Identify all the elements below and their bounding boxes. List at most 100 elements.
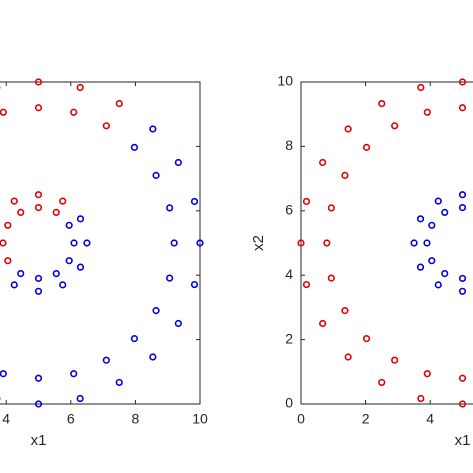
point [34, 104, 43, 112]
point [76, 215, 85, 223]
plot-box [0, 81, 201, 405]
point [344, 125, 352, 133]
point [70, 239, 78, 247]
point [65, 221, 73, 229]
point [458, 78, 467, 86]
point [0, 370, 7, 378]
plot-box [300, 81, 473, 405]
y-tick-label: 8 [285, 137, 293, 153]
point [34, 287, 43, 295]
point [10, 197, 18, 205]
x-tick-label: 0 [297, 411, 305, 427]
point [378, 99, 386, 108]
point [417, 394, 425, 403]
x-axis-label: x1 [455, 432, 471, 449]
point [458, 191, 467, 199]
point [362, 143, 371, 151]
x-tick-label: 4 [2, 411, 10, 427]
point [190, 197, 199, 206]
point [416, 215, 425, 223]
point [149, 125, 157, 133]
point [362, 335, 371, 343]
y-tick-label: 2 [285, 330, 293, 346]
x-tick-label: 6 [67, 411, 75, 427]
point [34, 78, 43, 86]
point [76, 263, 85, 271]
point [458, 104, 467, 112]
y-tick-label: 6 [285, 202, 293, 218]
point [458, 400, 467, 408]
point [327, 204, 335, 212]
point [458, 274, 467, 283]
y-tick-label: 0 [285, 395, 293, 411]
point [378, 378, 386, 387]
point [76, 394, 84, 403]
point [423, 108, 431, 116]
point [302, 197, 311, 206]
x-axis-label: x1 [31, 432, 47, 449]
point [458, 374, 467, 382]
point [34, 374, 43, 382]
x-tick-label: 4 [426, 411, 434, 427]
point [174, 158, 182, 167]
point [4, 221, 12, 229]
point [174, 319, 182, 328]
y-tick-label: 4 [285, 266, 293, 282]
point [434, 281, 442, 289]
point [423, 239, 431, 247]
point [34, 191, 43, 199]
point [59, 197, 67, 205]
point [441, 208, 449, 217]
point [102, 356, 110, 364]
point [4, 257, 12, 265]
point [0, 239, 7, 247]
point [70, 108, 78, 116]
point [327, 274, 335, 282]
point [434, 197, 442, 205]
point [152, 307, 160, 315]
point [423, 370, 431, 378]
point [115, 378, 123, 387]
point [115, 99, 123, 108]
point [341, 171, 349, 179]
point [65, 257, 73, 265]
x-tick-label: 8 [132, 411, 140, 427]
point [391, 122, 399, 130]
point [130, 335, 139, 343]
point [410, 239, 418, 247]
point [297, 239, 305, 247]
x-tick-label: 10 [192, 411, 208, 427]
point [319, 158, 327, 167]
point [76, 83, 84, 92]
point [323, 239, 331, 247]
point [0, 108, 7, 116]
point [102, 122, 110, 130]
point [52, 269, 60, 278]
point [417, 83, 425, 92]
point [428, 257, 436, 265]
point [52, 208, 60, 217]
point [416, 263, 425, 271]
point [302, 280, 311, 289]
point [17, 208, 25, 217]
point [166, 274, 174, 282]
x-tick-label: 2 [362, 411, 370, 427]
point [428, 221, 436, 229]
point [341, 307, 349, 315]
point [130, 143, 139, 151]
point [190, 280, 199, 289]
point [34, 274, 43, 283]
point [166, 204, 174, 212]
point [59, 281, 67, 289]
point [196, 239, 204, 247]
point [170, 239, 178, 247]
point [441, 269, 449, 278]
point [319, 319, 327, 328]
point [34, 400, 43, 408]
y-tick-label: 10 [277, 73, 293, 89]
point [34, 203, 43, 212]
point [458, 203, 467, 212]
point [344, 353, 352, 361]
